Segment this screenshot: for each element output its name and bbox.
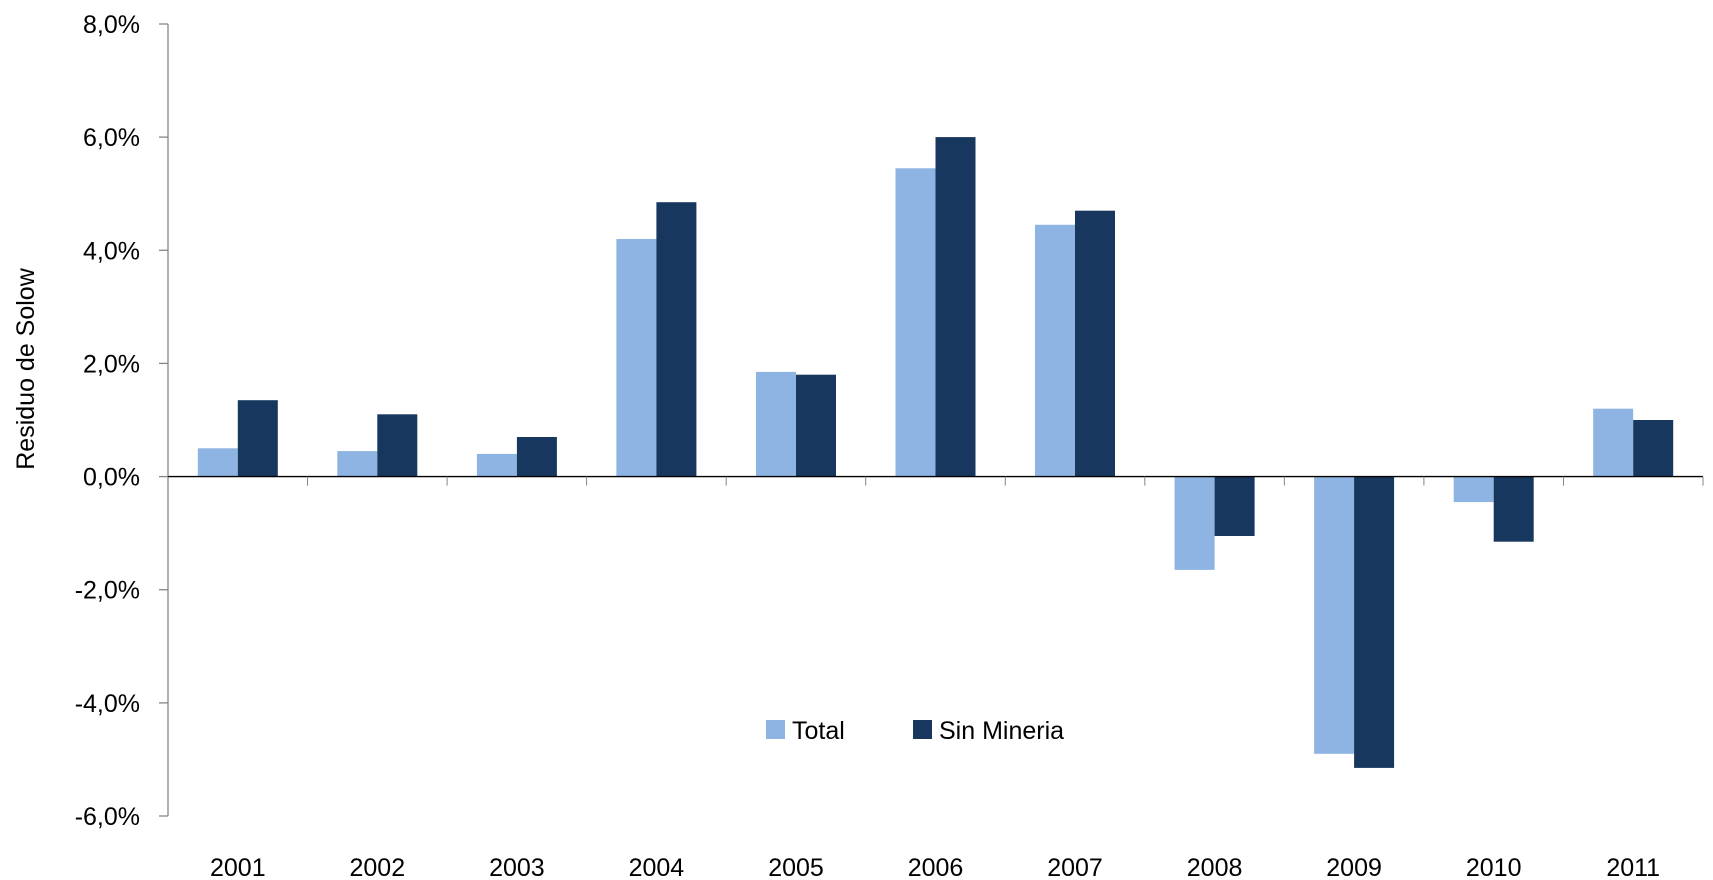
bar-sin-mineria-2007	[1075, 210, 1115, 477]
bar-sin-mineria-2002	[377, 414, 418, 477]
x-tick-label-2002: 2002	[349, 854, 405, 880]
legend-swatch-sin-mineria	[913, 720, 932, 739]
bar-sin-mineria-2010	[1493, 476, 1534, 542]
x-tick-label-2005: 2005	[768, 854, 824, 880]
bar-sin-mineria-2011	[1633, 420, 1674, 477]
bar-total-2001	[197, 448, 238, 477]
y-tick-label: -6,0%	[75, 803, 140, 831]
legend: Total Sin Mineria	[766, 717, 1064, 745]
x-ticks-group: 2001 2002 2003 2004 2005 2006 2007 2008 2009 2010…	[210, 854, 1660, 880]
legend-label-sin-mineria: Sin Mineria	[939, 717, 1064, 745]
legend-swatch-total	[766, 720, 785, 739]
y-axis-title: Residuo de Solow	[12, 267, 40, 469]
bar-total-2011	[1593, 408, 1634, 477]
x-tick-label-2003: 2003	[489, 854, 545, 880]
bars-group	[197, 137, 1674, 768]
bar-total-2008	[1174, 476, 1215, 570]
x-tick-label-2009: 2009	[1326, 854, 1382, 880]
axes-group	[167, 24, 1704, 816]
bar-total-2002	[337, 451, 378, 477]
bar-total-2006	[895, 168, 936, 477]
bar-total-2004	[616, 239, 657, 477]
y-ticks-group: 8,0% 6,0% 4,0% 2,0% 0,0% -2,0% -4,0% -6,0%	[75, 11, 168, 831]
y-tick-label: -2,0%	[75, 577, 140, 605]
x-tick-label-2006: 2006	[908, 854, 964, 880]
bar-total-2003	[476, 453, 517, 477]
bar-sin-mineria-2009	[1354, 476, 1395, 768]
x-tick-label-2001: 2001	[210, 854, 266, 880]
bar-sin-mineria-2005	[796, 374, 836, 477]
bar-total-2009	[1314, 476, 1355, 754]
bar-sin-mineria-2004	[656, 202, 697, 477]
x-tick-label-2004: 2004	[629, 854, 685, 880]
legend-label-total: Total	[792, 717, 845, 745]
y-tick-label: 4,0%	[83, 237, 140, 265]
bar-sin-mineria-2008	[1214, 476, 1255, 536]
y-tick-label: 0,0%	[83, 464, 140, 492]
x-tick-label-2008: 2008	[1187, 854, 1243, 880]
x-tick-label-2007: 2007	[1047, 854, 1103, 880]
y-tick-label: 8,0%	[83, 11, 140, 39]
bar-total-2007	[1035, 224, 1075, 477]
y-tick-label: -4,0%	[75, 690, 140, 718]
x-tick-label-2010: 2010	[1466, 854, 1522, 880]
y-tick-label: 6,0%	[83, 124, 140, 152]
bar-sin-mineria-2001	[237, 400, 278, 477]
bar-total-2010	[1453, 476, 1494, 503]
x-tick-label-2011: 2011	[1606, 854, 1660, 880]
bar-total-2005	[756, 371, 796, 477]
y-tick-label: 2,0%	[83, 350, 140, 378]
bar-sin-mineria-2006	[935, 137, 976, 477]
bar-sin-mineria-2003	[516, 437, 557, 477]
